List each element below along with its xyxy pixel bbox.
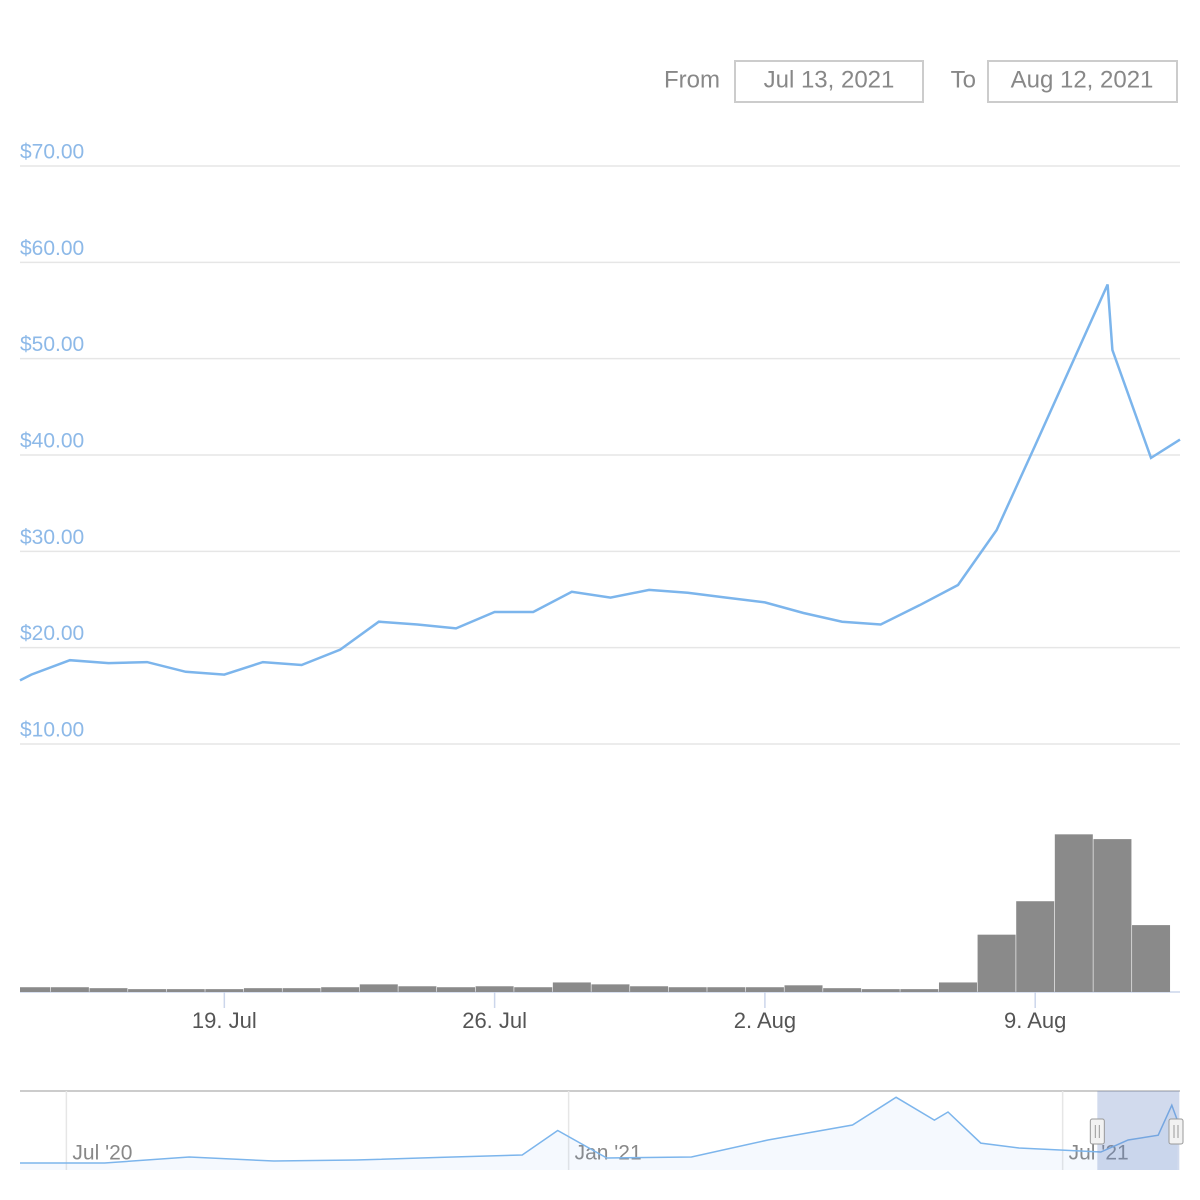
volume-bar [243,988,282,992]
navigator-handle[interactable] [1089,1118,1105,1145]
to-label: To [951,66,976,93]
to-date[interactable]: Aug 12, 2021 [1011,66,1154,93]
navigator-handle[interactable] [1168,1118,1184,1145]
volume-bar [359,984,398,992]
x-tick-label: 19. Jul [192,1008,257,1033]
navigator-tick-label: Jul '21 [1069,1142,1129,1165]
volume-bar [900,989,939,992]
volume-bar [514,987,553,992]
volume-bar [707,987,746,992]
from-input[interactable] [734,60,924,103]
y-tick-label: $30.00 [20,526,84,549]
navigator-tick-label: Jan '21 [575,1142,642,1165]
volume-bar [861,989,900,992]
volume-bar [1016,901,1055,992]
y-tick-label: $10.00 [20,719,84,742]
x-tick-label: 2. Aug [734,1008,796,1033]
volume-bar [321,987,360,992]
volume-bar [977,934,1016,992]
navigator-selection[interactable] [1097,1091,1180,1170]
y-tick-label: $70.00 [20,141,84,164]
navigator-line [20,1096,1179,1164]
x-tick-label: 26. Jul [462,1008,527,1033]
from-date[interactable]: Jul 13, 2021 [764,66,895,93]
volume-bar [50,987,89,992]
volume-bar [1054,834,1093,992]
volume-bar [823,988,862,992]
y-tick-label: $60.00 [20,237,84,260]
volume-bar [1132,925,1171,992]
navigator-frame [20,1091,1180,1170]
volume-bar [166,989,205,992]
volume-bar [475,986,514,992]
volume-bar [128,989,167,992]
volume-bar [745,987,784,992]
navigator-area [20,1097,1178,1170]
volume-bar [1093,839,1132,992]
to-input[interactable] [987,60,1178,103]
from-label: From [664,66,720,93]
x-tick-label: 9. Aug [1004,1008,1066,1033]
volume-bar [591,984,630,992]
volume-bar [668,987,707,992]
volume-bar [437,987,476,992]
volume-bar [630,986,669,992]
y-tick-label: $40.00 [20,430,84,453]
volume-bar [784,985,823,992]
y-tick-label: $20.00 [20,622,84,645]
volume-bar [938,982,977,992]
volume-bar [398,986,437,992]
navigator-tick-label: Jul '20 [72,1142,132,1165]
volume-bar [89,988,128,992]
volume-bar [205,989,244,992]
y-tick-label: $50.00 [20,333,84,356]
volume-bar [20,987,51,992]
price-line [19,283,1181,682]
volume-bar [282,988,321,992]
volume-bar [552,982,591,992]
